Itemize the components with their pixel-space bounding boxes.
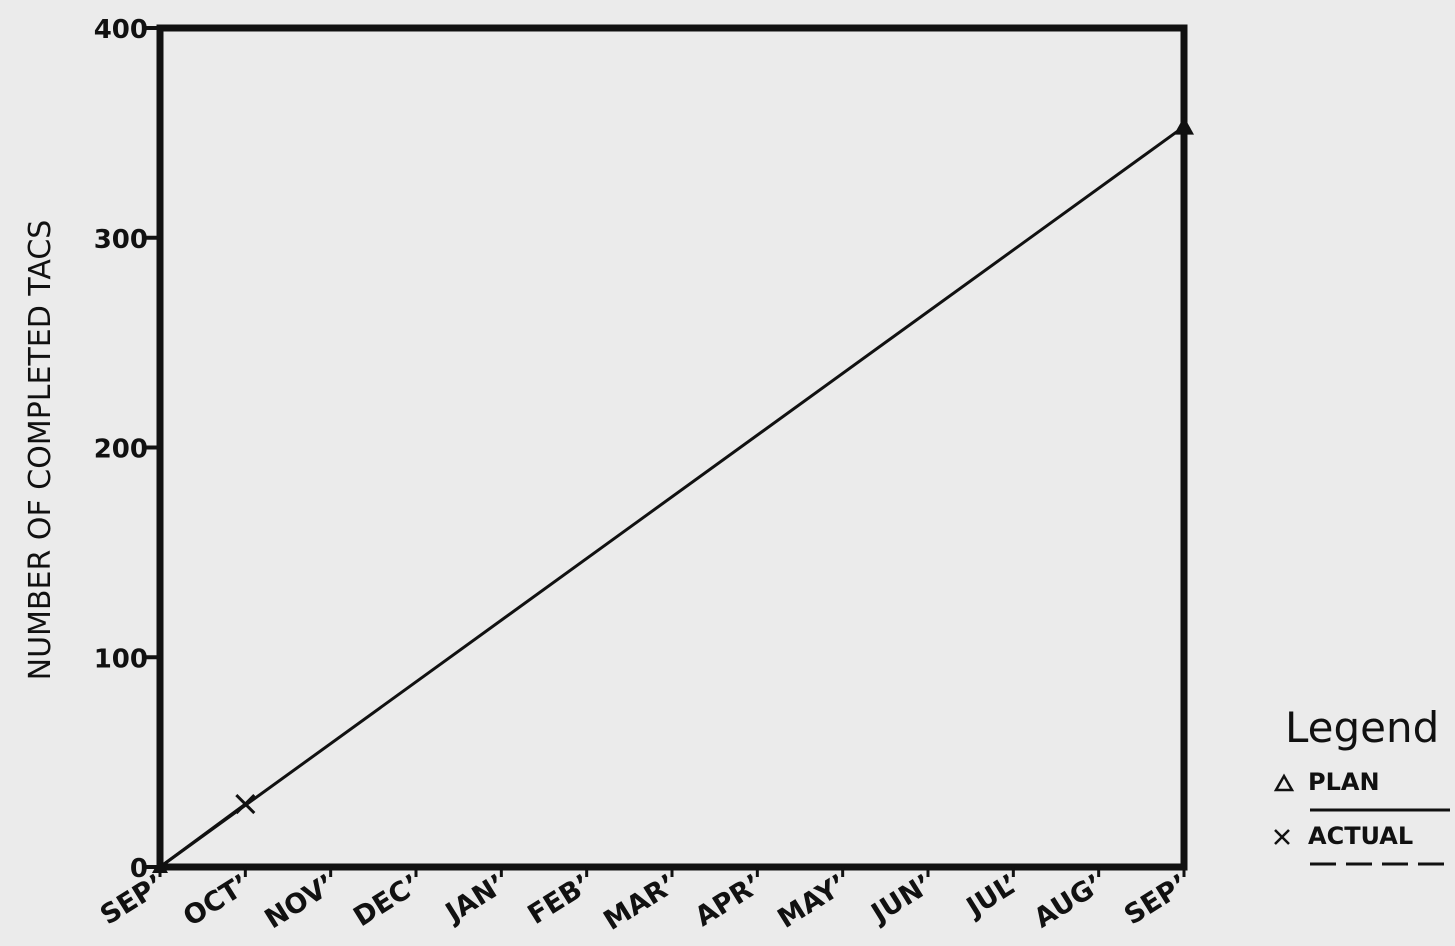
point-actual [235,794,256,815]
x-tick-label: MAY’ [772,869,852,935]
x-tick-label: SEP’ [1119,869,1194,932]
point-origin [152,859,168,873]
x-tick-label: OCT’ [178,869,255,933]
x-tick-label: APR’ [690,869,767,933]
point-plan [1174,116,1194,135]
legend: Legend PLAN ACTUAL [1273,703,1450,866]
legend-title: Legend [1285,703,1439,752]
y-tick-label: 0 [130,854,148,884]
x-tick-label: JAN’ [439,869,511,930]
y-tick-label: 400 [94,15,148,45]
x-tick-label: JUN’ [865,869,938,931]
series-line-plan [159,125,1185,869]
legend-marker-actual [1274,829,1290,845]
y-tick-label: 200 [94,435,148,465]
series-layer [152,116,1194,873]
y-axis-ticks: 0 100 200 300 400 [94,15,160,884]
x-tick-label: FEB’ [523,869,597,931]
legend-items: PLAN ACTUAL [1273,768,1450,866]
x-tick-label: NOV’ [260,869,341,936]
x-tick-label: MAR’ [598,869,681,937]
plot-frame [156,24,1188,871]
y-axis-label: NUMBER OF COMPLETED TACS [23,220,58,681]
y-tick-label: 300 [94,225,148,255]
x-axis-ticks: SEP’ OCT’ NOV’ DEC’ JAN’ FEB’ MAR’ APR’ MAY’ JUN’… [95,867,1194,937]
legend-marker-plan [1273,773,1295,792]
legend-label-plan: PLAN [1308,768,1380,796]
x-tick-label: AUG’ [1029,869,1109,935]
y-tick-label: 100 [94,644,148,674]
x-tick-label: DEC’ [348,869,425,933]
legend-label-actual: ACTUAL [1308,822,1413,850]
series-line-actual [159,802,247,869]
